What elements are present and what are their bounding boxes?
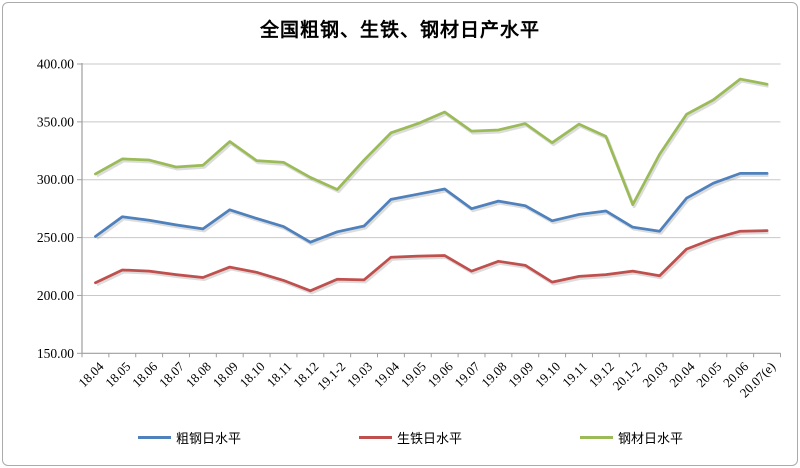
svg-text:18.08: 18.08 (183, 359, 214, 390)
svg-text:19.03: 19.03 (344, 359, 375, 390)
svg-text:19.05: 19.05 (398, 359, 429, 390)
legend-item-pig-iron: 生铁日水平 (359, 428, 462, 447)
svg-text:20.1-2: 20.1-2 (610, 359, 644, 393)
legend-item-steel-products: 钢材日水平 (580, 428, 683, 447)
svg-text:19.10: 19.10 (532, 359, 563, 390)
svg-text:18.07: 18.07 (156, 358, 188, 390)
svg-text:20.05: 20.05 (693, 359, 724, 390)
svg-text:18.10: 18.10 (236, 359, 267, 390)
svg-text:19.09: 19.09 (505, 359, 536, 390)
svg-text:200.00: 200.00 (37, 288, 74, 303)
svg-text:20.03: 20.03 (639, 359, 670, 390)
svg-text:18.04: 18.04 (75, 358, 107, 390)
svg-text:20.04: 20.04 (666, 358, 698, 390)
svg-text:19.06: 19.06 (425, 358, 457, 390)
legend-label-crude-steel: 粗钢日水平 (176, 431, 242, 446)
svg-text:18.06: 18.06 (129, 358, 161, 390)
svg-text:400.00: 400.00 (37, 57, 74, 72)
crude-steel-line-swatch (138, 436, 171, 439)
legend-label-steel-products: 钢材日水平 (618, 431, 684, 446)
svg-text:350.00: 350.00 (37, 114, 74, 129)
svg-text:19.04: 19.04 (371, 358, 403, 390)
legend: 粗钢日水平 生铁日水平 钢材日水平 (138, 428, 683, 447)
svg-text:150.00: 150.00 (37, 346, 74, 361)
svg-text:18.09: 18.09 (210, 359, 241, 390)
pig-iron-line-swatch (359, 436, 393, 439)
svg-text:19.1-2: 19.1-2 (314, 359, 348, 393)
svg-text:18.11: 18.11 (264, 359, 295, 390)
svg-text:19.08: 19.08 (478, 359, 509, 390)
svg-text:18.05: 18.05 (102, 359, 133, 390)
legend-item-crude-steel: 粗钢日水平 (138, 428, 241, 447)
chart-title: 全国粗钢、生铁、钢材日产水平 (259, 20, 540, 41)
svg-text:19.11: 19.11 (559, 359, 590, 390)
svg-text:19.07: 19.07 (451, 358, 483, 390)
svg-text:300.00: 300.00 (37, 172, 74, 187)
svg-text:250.00: 250.00 (37, 230, 74, 245)
legend-label-pig-iron: 生铁日水平 (397, 431, 463, 446)
steel-products-line-swatch (580, 436, 614, 439)
